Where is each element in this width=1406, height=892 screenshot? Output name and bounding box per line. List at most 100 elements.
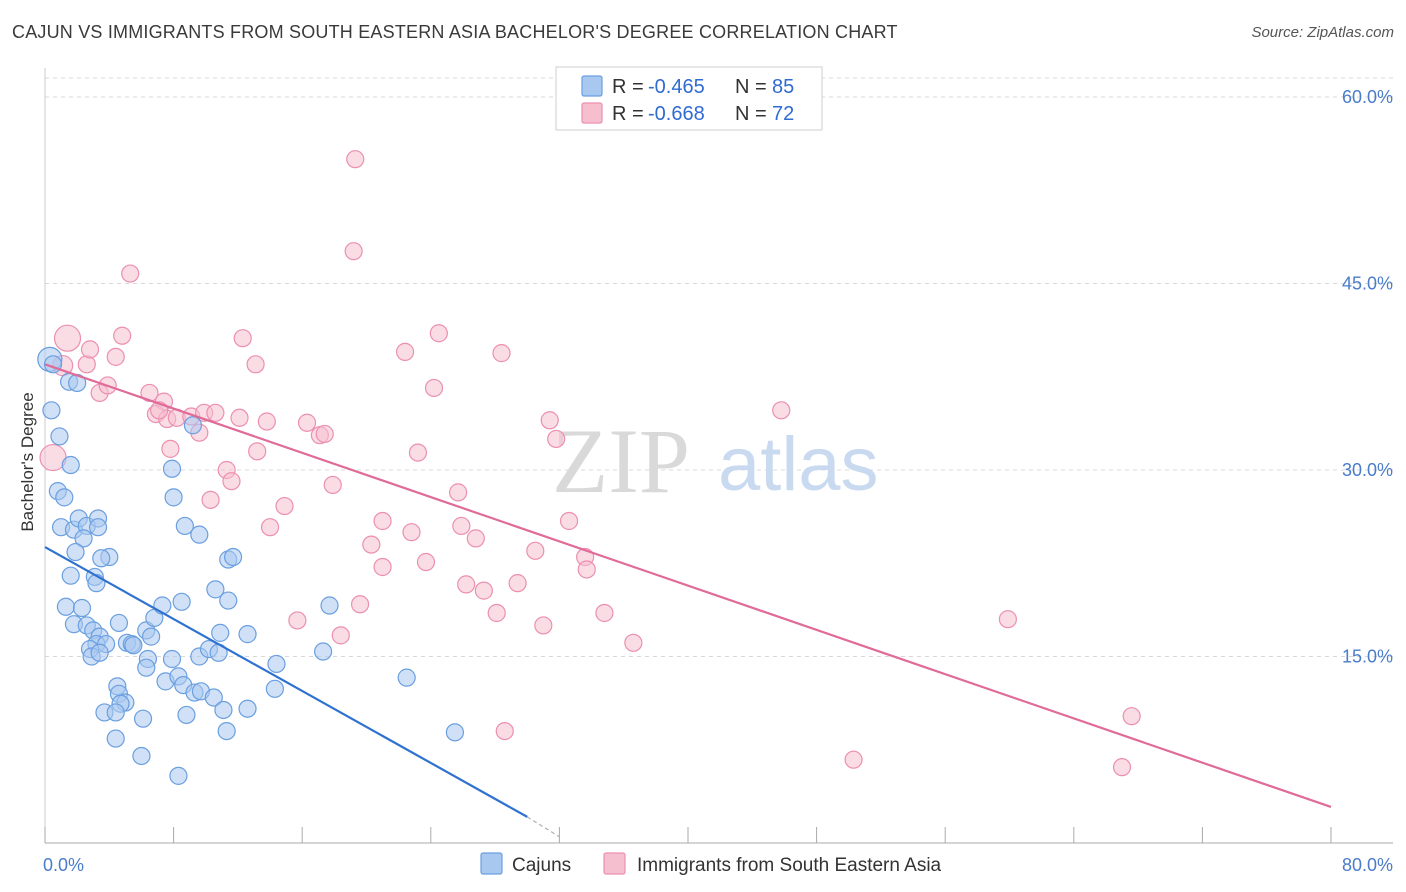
correlation-legend: R = -0.465 N = 85 R = -0.668 N = 72	[555, 66, 823, 131]
cajuns-point	[238, 625, 257, 644]
immigrants-point	[230, 408, 249, 427]
cajuns-point	[219, 591, 238, 610]
cajuns-point	[177, 705, 196, 725]
immigrants-point	[1122, 707, 1141, 726]
cajuns-point	[133, 709, 153, 728]
immigrants-point	[106, 347, 125, 366]
immigrants-point	[487, 603, 506, 623]
bottom-legend-label-cajuns: Cajuns	[512, 855, 571, 876]
immigrants-point	[201, 490, 220, 509]
immigrants-point	[424, 378, 444, 398]
watermark: ZIP atlas	[552, 410, 879, 512]
cajuns-point	[183, 416, 202, 435]
legend-n-value-cajuns: 85	[772, 76, 794, 98]
immigrants-point	[526, 541, 545, 560]
cajuns-point	[109, 613, 129, 633]
cajuns-point	[175, 516, 194, 536]
cajuns-point	[162, 459, 182, 478]
immigrants-point	[121, 264, 140, 283]
legend-r-value-cajuns: -0.465	[648, 76, 705, 98]
immigrants-point	[222, 472, 241, 491]
immigrants-point	[248, 442, 267, 461]
cajuns-point	[265, 679, 284, 698]
bottom-legend-swatch-cajuns	[480, 852, 503, 875]
immigrants-point	[350, 595, 370, 614]
cajuns-point	[172, 592, 191, 611]
cajuns-point	[397, 668, 416, 687]
y-tick-label: 30.0%	[1342, 460, 1393, 480]
legend-swatch-cajuns	[581, 75, 603, 97]
immigrants-point	[402, 523, 421, 542]
cajuns-point	[204, 688, 223, 707]
watermark-zip: ZIP	[552, 410, 690, 512]
immigrants-point	[577, 560, 596, 579]
immigrants-point	[113, 326, 132, 345]
immigrants-point	[595, 603, 614, 623]
cajuns-point	[320, 596, 339, 615]
cajuns-point	[223, 547, 243, 567]
immigrants-point	[233, 329, 252, 348]
cajuns-point	[88, 518, 108, 537]
series-legend: Cajuns Immigrants from South Eastern Asi…	[480, 852, 942, 876]
cajuns-point	[72, 598, 92, 618]
immigrants-point	[315, 424, 334, 444]
immigrants-trend-line	[44, 363, 1332, 808]
cajuns-point	[206, 580, 225, 599]
immigrants-point	[429, 324, 448, 343]
immigrants-point	[449, 483, 468, 502]
immigrants-point	[246, 355, 265, 374]
immigrants-point	[1112, 758, 1132, 777]
cajuns-point	[190, 525, 209, 544]
cajuns-point	[238, 699, 257, 718]
chart-title: CAJUN VS IMMIGRANTS FROM SOUTH EASTERN A…	[12, 22, 898, 42]
tick-labels: 15.0% 30.0% 45.0% 60.0% 0.0% 80.0%	[43, 87, 1393, 875]
immigrants-point	[547, 429, 566, 449]
immigrants-point	[772, 401, 791, 420]
cajuns-point	[211, 623, 230, 642]
x-tick-label: 0.0%	[43, 855, 84, 875]
immigrants-point	[466, 529, 485, 548]
immigrants-point	[373, 511, 392, 531]
immigrants-point	[452, 516, 471, 536]
immigrants-point	[77, 355, 96, 374]
immigrants-point	[362, 535, 381, 554]
cajuns-point	[74, 529, 93, 548]
immigrants-point	[395, 342, 415, 361]
immigrants-point	[457, 575, 476, 594]
legend-swatch-immigrants	[581, 102, 603, 124]
cajuns-point	[164, 488, 183, 507]
cajuns-point	[61, 566, 80, 585]
legend-r-value-immigrants: -0.668	[648, 103, 705, 125]
series-cajuns-points	[37, 346, 465, 785]
trend-lines	[44, 363, 1332, 838]
cajuns-point	[90, 643, 109, 662]
cajuns-point	[106, 729, 125, 748]
immigrants-point	[206, 403, 225, 422]
legend-n-value-immigrants: 72	[772, 103, 794, 125]
immigrants-point	[257, 412, 276, 431]
legend-r-label-cajuns: R =	[612, 76, 644, 98]
cajuns-point	[153, 596, 172, 615]
cajuns-point	[313, 642, 333, 661]
cajuns-point	[137, 658, 156, 677]
cajuns-point	[162, 649, 182, 669]
immigrants-point	[161, 439, 180, 458]
immigrants-point	[373, 557, 392, 577]
x-tick-label: 80.0%	[1342, 855, 1393, 875]
bottom-legend-swatch-immigrants	[603, 852, 626, 875]
cajuns-point	[55, 488, 74, 507]
immigrants-point	[998, 610, 1017, 629]
series-immigrants-points	[39, 150, 1141, 777]
immigrants-point	[288, 611, 307, 630]
bottom-legend-label-immigrants: Immigrants from South Eastern Asia	[637, 855, 942, 876]
chart-source: Source: ZipAtlas.com	[1251, 24, 1394, 41]
immigrants-point	[474, 581, 493, 600]
cajuns-point	[92, 549, 111, 568]
cajuns-trend-extension	[526, 816, 560, 838]
immigrants-point	[260, 518, 280, 537]
immigrants-point	[508, 574, 527, 593]
cajuns-point	[106, 703, 125, 722]
cajuns-point	[50, 427, 69, 446]
immigrants-point	[540, 411, 559, 430]
